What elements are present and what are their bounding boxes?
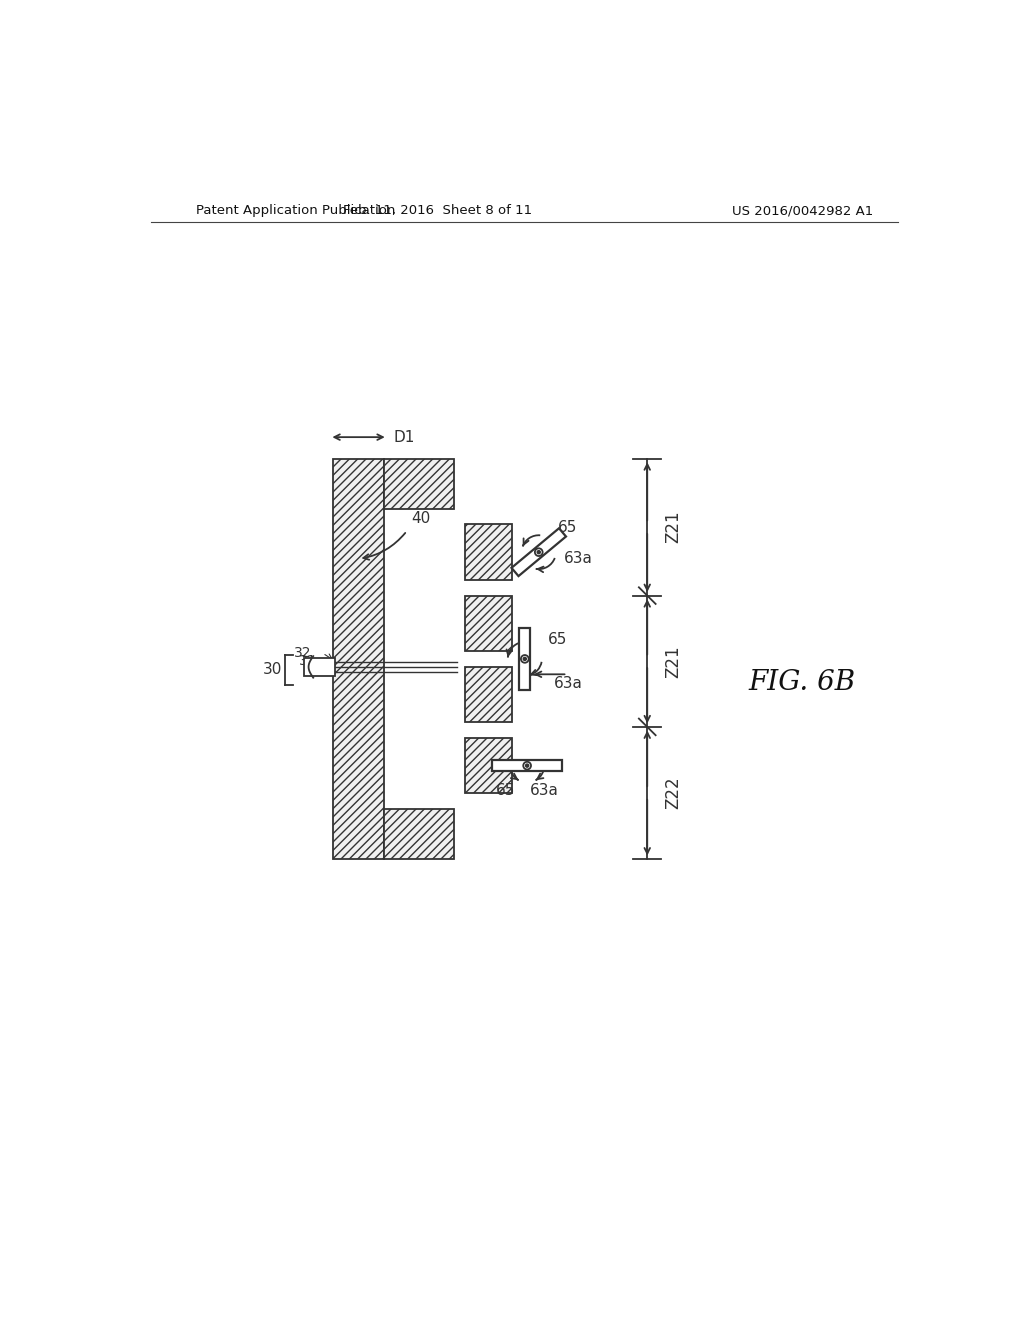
Polygon shape: [512, 528, 566, 576]
Text: Feb. 11, 2016  Sheet 8 of 11: Feb. 11, 2016 Sheet 8 of 11: [343, 205, 532, 218]
Text: FIG. 6B: FIG. 6B: [749, 668, 856, 696]
Bar: [465, 595, 512, 651]
Bar: [384, 809, 454, 859]
Text: Patent Application Publication: Patent Application Publication: [197, 205, 395, 218]
Text: 63a: 63a: [563, 550, 593, 566]
Text: 32: 32: [294, 645, 311, 660]
Bar: [465, 738, 512, 793]
Text: 65: 65: [548, 632, 567, 647]
Text: Z21: Z21: [665, 511, 682, 544]
Bar: [384, 459, 454, 508]
Text: 33: 33: [304, 664, 322, 677]
Bar: [334, 459, 384, 859]
Text: Z22: Z22: [665, 776, 682, 809]
Text: D1: D1: [394, 429, 415, 445]
Text: 65: 65: [496, 783, 515, 797]
Polygon shape: [493, 760, 562, 771]
Text: 63a: 63a: [554, 676, 583, 692]
Bar: [465, 524, 512, 579]
Text: 65: 65: [558, 520, 578, 535]
Polygon shape: [519, 628, 530, 689]
Circle shape: [538, 550, 541, 553]
Text: Z21: Z21: [665, 645, 682, 677]
Bar: [465, 595, 512, 651]
Text: 30: 30: [263, 663, 283, 677]
Text: US 2016/0042982 A1: US 2016/0042982 A1: [731, 205, 872, 218]
Bar: [465, 738, 512, 793]
Circle shape: [523, 657, 526, 660]
Bar: [465, 524, 512, 579]
Text: 63a: 63a: [530, 783, 559, 797]
Text: 40: 40: [411, 511, 430, 527]
Bar: [465, 667, 512, 722]
FancyBboxPatch shape: [304, 657, 335, 676]
Text: 31: 31: [299, 653, 316, 668]
Circle shape: [525, 764, 528, 767]
Bar: [384, 809, 454, 859]
Bar: [384, 459, 454, 508]
Bar: [465, 667, 512, 722]
Bar: [334, 459, 384, 859]
